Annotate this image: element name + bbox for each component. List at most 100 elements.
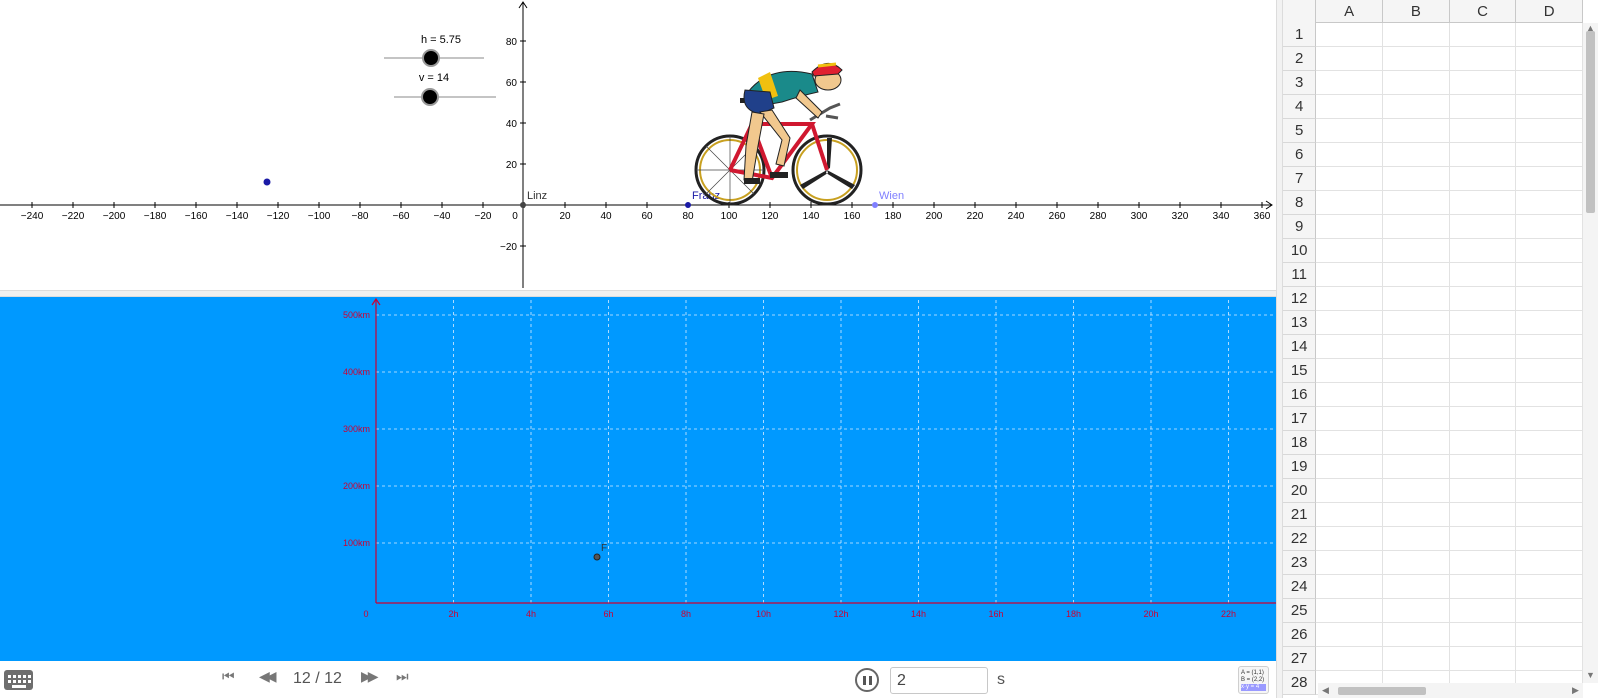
spreadsheet-cell[interactable] bbox=[1449, 47, 1517, 71]
spreadsheet-cell[interactable] bbox=[1516, 23, 1583, 47]
spreadsheet-cell[interactable] bbox=[1449, 623, 1517, 647]
spreadsheet-cell[interactable] bbox=[1316, 191, 1384, 215]
scroll-right-icon[interactable]: ▶ bbox=[1572, 685, 1579, 695]
point-linz[interactable] bbox=[520, 202, 526, 208]
spreadsheet-cell[interactable] bbox=[1316, 263, 1384, 287]
row-header[interactable]: 2 bbox=[1283, 47, 1317, 71]
spreadsheet-cell[interactable] bbox=[1449, 119, 1517, 143]
row-header[interactable]: 6 bbox=[1283, 143, 1317, 167]
graphics-view-1-canvas[interactable]: −240 −220 −200 −180 −160 −140 −120 −100 −80 −60 −4… bbox=[0, 0, 1276, 290]
select-all-corner[interactable] bbox=[1283, 0, 1317, 23]
spreadsheet-cell[interactable] bbox=[1449, 407, 1517, 431]
point-franz[interactable] bbox=[685, 202, 691, 208]
spreadsheet-cell[interactable] bbox=[1516, 479, 1583, 503]
spreadsheet-cell[interactable] bbox=[1516, 263, 1583, 287]
spreadsheet-cell[interactable] bbox=[1383, 119, 1450, 143]
column-header-c[interactable]: C bbox=[1450, 0, 1517, 23]
spreadsheet-cell[interactable] bbox=[1516, 359, 1583, 383]
spreadsheet-cell[interactable] bbox=[1383, 383, 1450, 407]
spreadsheet-cell[interactable] bbox=[1316, 551, 1384, 575]
spreadsheet-cell[interactable] bbox=[1383, 359, 1450, 383]
spreadsheet-cell[interactable] bbox=[1383, 47, 1450, 71]
row-header[interactable]: 11 bbox=[1283, 263, 1317, 287]
row-header[interactable]: 7 bbox=[1283, 167, 1317, 191]
spreadsheet-cell[interactable] bbox=[1383, 527, 1450, 551]
column-header-b[interactable]: B bbox=[1383, 0, 1450, 23]
spreadsheet-cell[interactable] bbox=[1449, 335, 1517, 359]
graphics-view-1[interactable]: −240 −220 −200 −180 −160 −140 −120 −100 −80 −60 −4… bbox=[0, 0, 1276, 290]
row-header[interactable]: 13 bbox=[1283, 311, 1317, 335]
spreadsheet-cell[interactable] bbox=[1516, 191, 1583, 215]
spreadsheet-cell[interactable] bbox=[1383, 431, 1450, 455]
spreadsheet-cell[interactable] bbox=[1316, 335, 1384, 359]
spreadsheet-cell[interactable] bbox=[1383, 263, 1450, 287]
spreadsheet-cell[interactable] bbox=[1316, 575, 1384, 599]
spreadsheet-cell[interactable] bbox=[1383, 215, 1450, 239]
spreadsheet-cell[interactable] bbox=[1516, 407, 1583, 431]
spreadsheet-cell[interactable] bbox=[1449, 527, 1517, 551]
graphics-view-2-canvas[interactable]: 500km 400km 300km 200km 100km 0 2h 4h 6h 8h 10h 12… bbox=[0, 297, 1276, 661]
spreadsheet-view[interactable]: A B C D 1 2 3 4 5 6 7 8 9 10 11 12 13 14 15 16 17 18 19 20 2… bbox=[1283, 0, 1598, 698]
spreadsheet-cell[interactable] bbox=[1316, 383, 1384, 407]
spreadsheet-cell[interactable] bbox=[1316, 359, 1384, 383]
spreadsheet-cell[interactable] bbox=[1449, 191, 1517, 215]
slider-v-knob[interactable] bbox=[421, 88, 439, 106]
spreadsheet-cell[interactable] bbox=[1449, 263, 1517, 287]
row-header[interactable]: 28 bbox=[1283, 671, 1317, 695]
row-header[interactable]: 4 bbox=[1283, 95, 1317, 119]
spreadsheet-cell[interactable] bbox=[1383, 623, 1450, 647]
row-header[interactable]: 22 bbox=[1283, 527, 1317, 551]
spreadsheet-cell[interactable] bbox=[1383, 239, 1450, 263]
spreadsheet-cell[interactable] bbox=[1316, 431, 1384, 455]
point-wien[interactable] bbox=[872, 202, 878, 208]
spreadsheet-cell[interactable] bbox=[1316, 599, 1384, 623]
spreadsheet-cell[interactable] bbox=[1449, 479, 1517, 503]
row-header[interactable]: 25 bbox=[1283, 599, 1317, 623]
spreadsheet-cell[interactable] bbox=[1383, 311, 1450, 335]
row-header[interactable]: 12 bbox=[1283, 287, 1317, 311]
row-header[interactable]: 17 bbox=[1283, 407, 1317, 431]
spreadsheet-cell[interactable] bbox=[1516, 167, 1583, 191]
spreadsheet-cell[interactable] bbox=[1383, 95, 1450, 119]
row-header[interactable]: 19 bbox=[1283, 455, 1317, 479]
step-forward-icon[interactable]: ▶▶ bbox=[361, 668, 378, 684]
slider-h-knob[interactable] bbox=[422, 49, 440, 67]
row-header[interactable]: 24 bbox=[1283, 575, 1317, 599]
spreadsheet-cell[interactable] bbox=[1516, 647, 1583, 671]
row-header[interactable]: 8 bbox=[1283, 191, 1317, 215]
row-header[interactable]: 27 bbox=[1283, 647, 1317, 671]
skip-last-icon[interactable]: ⏭ bbox=[396, 668, 408, 684]
scroll-down-icon[interactable]: ▼ bbox=[1586, 670, 1595, 680]
spreadsheet-cell[interactable] bbox=[1316, 287, 1384, 311]
spreadsheet-cell[interactable] bbox=[1449, 431, 1517, 455]
row-header[interactable]: 9 bbox=[1283, 215, 1317, 239]
spreadsheet-cell[interactable] bbox=[1516, 239, 1583, 263]
spreadsheet-cell[interactable] bbox=[1449, 599, 1517, 623]
spreadsheet-cell[interactable] bbox=[1449, 551, 1517, 575]
spreadsheet-cell[interactable] bbox=[1383, 407, 1450, 431]
skip-first-icon[interactable]: ⏮ bbox=[222, 668, 234, 684]
spreadsheet-cell[interactable] bbox=[1449, 503, 1517, 527]
spreadsheet-cell[interactable] bbox=[1316, 623, 1384, 647]
spreadsheet-cell[interactable] bbox=[1316, 167, 1384, 191]
view-divider-horizontal[interactable] bbox=[0, 290, 1276, 297]
spreadsheet-cell[interactable] bbox=[1383, 551, 1450, 575]
spreadsheet-cell[interactable] bbox=[1449, 455, 1517, 479]
spreadsheet-cell[interactable] bbox=[1316, 647, 1384, 671]
spreadsheet-cell[interactable] bbox=[1449, 215, 1517, 239]
spreadsheet-cell[interactable] bbox=[1516, 551, 1583, 575]
pause-icon[interactable] bbox=[855, 668, 879, 692]
spreadsheet-cell[interactable] bbox=[1516, 119, 1583, 143]
spreadsheet-cell[interactable] bbox=[1449, 287, 1517, 311]
spreadsheet-cell[interactable] bbox=[1516, 71, 1583, 95]
spreadsheet-cell[interactable] bbox=[1516, 215, 1583, 239]
spreadsheet-cell[interactable] bbox=[1449, 311, 1517, 335]
point-blue[interactable] bbox=[263, 178, 271, 186]
column-header-a[interactable]: A bbox=[1316, 0, 1384, 23]
spreadsheet-cell[interactable] bbox=[1316, 215, 1384, 239]
spreadsheet-cell[interactable] bbox=[1449, 647, 1517, 671]
spreadsheet-cell[interactable] bbox=[1449, 167, 1517, 191]
spreadsheet-cell[interactable] bbox=[1449, 23, 1517, 47]
spreadsheet-cell[interactable] bbox=[1316, 239, 1384, 263]
spreadsheet-cell[interactable] bbox=[1316, 23, 1384, 47]
